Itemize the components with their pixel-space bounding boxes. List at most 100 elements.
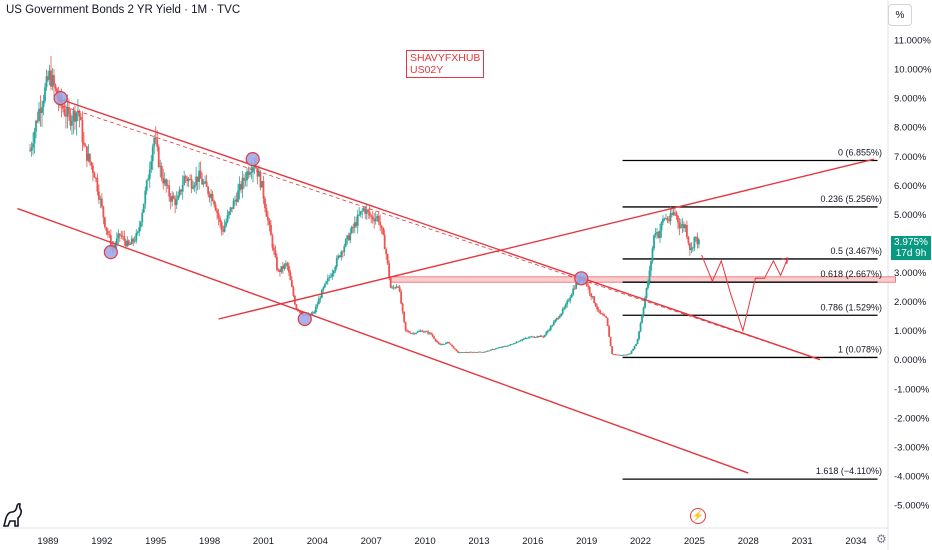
candle-body — [669, 213, 672, 222]
candle-body — [418, 331, 420, 332]
candle-body — [501, 346, 504, 348]
candle-body — [180, 189, 183, 192]
candle-body — [332, 270, 335, 274]
candle-body — [71, 120, 73, 126]
candle-body — [686, 225, 688, 237]
candle-body — [389, 277, 392, 288]
candle-body — [365, 209, 368, 214]
candle-body — [374, 218, 377, 222]
candle-body — [126, 240, 129, 247]
candle-body — [347, 235, 350, 241]
candle-body — [118, 233, 121, 236]
candle-body — [162, 178, 165, 184]
candle-body — [597, 309, 600, 311]
candle-body — [560, 313, 563, 317]
x-tick-label: 2010 — [414, 536, 435, 547]
candle-body — [169, 196, 172, 202]
candle-body — [335, 258, 338, 267]
candle-body — [153, 137, 156, 147]
candle-body — [509, 344, 512, 346]
candle-body — [567, 300, 570, 302]
candle-body — [51, 75, 54, 87]
touch-point-marker — [297, 311, 312, 327]
candle-body — [572, 288, 575, 295]
candle-body — [341, 251, 344, 253]
candle-body — [124, 240, 127, 247]
candle-body — [424, 331, 426, 333]
candle-body — [130, 238, 133, 245]
candle-body — [415, 332, 417, 334]
candle-body — [48, 70, 51, 80]
candle-body — [328, 277, 331, 279]
x-tick-label: 2004 — [307, 536, 328, 547]
touch-point-marker — [53, 91, 68, 106]
candle-body — [210, 194, 212, 198]
candle-body — [590, 293, 593, 297]
candle-body — [394, 287, 397, 289]
x-tick-label: 2013 — [468, 536, 489, 547]
candle-body — [627, 353, 630, 355]
candle-body — [608, 326, 611, 337]
candle-body — [314, 306, 317, 313]
candle-body — [75, 112, 78, 122]
candle-body — [249, 172, 251, 175]
candle-body — [80, 116, 82, 121]
candle-body — [202, 182, 205, 185]
candle-body — [129, 244, 132, 245]
candle-body — [322, 287, 325, 290]
y-tick-label: 5.000% — [894, 210, 927, 221]
candle-body — [470, 351, 473, 353]
candle-body — [86, 146, 88, 161]
y-tick-label: -3.000% — [894, 442, 930, 453]
candle-body — [401, 303, 404, 312]
candle-body — [558, 316, 561, 319]
candle-body — [279, 270, 281, 273]
candle-body — [376, 216, 379, 219]
candle-body — [395, 286, 398, 288]
candle-body — [247, 171, 250, 175]
candle-body — [102, 206, 105, 218]
candle-body — [147, 178, 150, 181]
y-tick-label: 1.000% — [894, 326, 927, 337]
candle-body — [522, 338, 525, 340]
candle-body — [515, 341, 518, 344]
fib-level-label: 0.5 (3.467%) — [830, 246, 882, 256]
candle-body — [262, 180, 265, 199]
candle-body — [78, 111, 81, 117]
candle-body — [398, 286, 401, 292]
candle-body — [53, 75, 55, 86]
percent-scale-button[interactable]: % — [888, 4, 912, 26]
candle-body — [513, 343, 516, 345]
candle-body — [166, 185, 169, 187]
candle-body — [692, 247, 694, 249]
candle-body — [614, 354, 616, 355]
candle-body — [225, 221, 227, 226]
candle-body — [674, 212, 676, 214]
candle-body — [340, 251, 343, 257]
candle-body — [461, 352, 464, 353]
candle-body — [69, 113, 72, 126]
candle-body — [229, 207, 232, 212]
candle-body — [177, 195, 180, 200]
candle-body — [406, 330, 409, 332]
candle-body — [175, 199, 178, 206]
tradingview-logo-icon[interactable] — [2, 500, 24, 528]
candle-body — [386, 253, 389, 264]
y-tick-label: 11.000% — [894, 36, 931, 47]
candle-body — [156, 139, 159, 147]
candle-body — [680, 226, 682, 229]
candle-body — [68, 107, 70, 114]
settings-icon[interactable]: ⚙ — [876, 532, 887, 546]
lightning-icon[interactable]: ⚡ — [690, 508, 706, 524]
candle-body — [196, 176, 199, 182]
candle-body — [467, 352, 470, 354]
candle-body — [482, 351, 485, 353]
candle-body — [325, 281, 328, 284]
candle-body — [500, 347, 503, 348]
candle-body — [403, 311, 406, 322]
candle-body — [238, 184, 241, 191]
fib-level-label: 0.618 (2.667%) — [820, 269, 882, 279]
candle-body — [488, 350, 491, 352]
candle-body — [397, 286, 400, 288]
